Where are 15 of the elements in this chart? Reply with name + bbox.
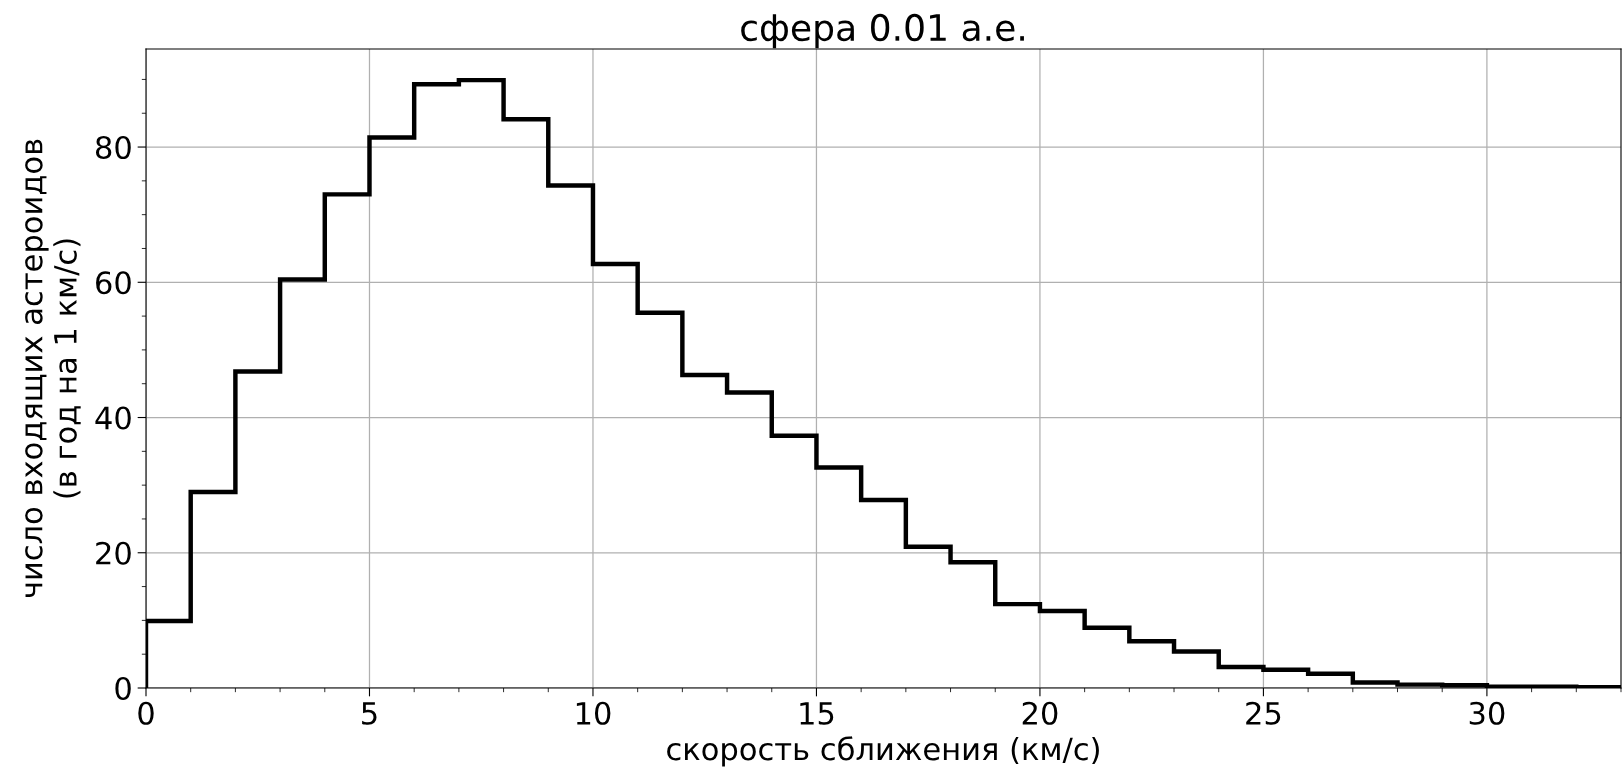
- y-tick-label: 80: [96, 135, 131, 160]
- x-tick-label: 0: [138, 701, 154, 725]
- y-tick-label: 0: [115, 676, 131, 701]
- x-tick-label: 5: [362, 702, 377, 725]
- y-axis-title: число входящих астероидов (в год на 1 км/с): [25, 139, 81, 597]
- y-tick-label: 20: [96, 541, 131, 565]
- y-tick-label: 60: [96, 271, 131, 295]
- x-axis-title: скорость сближения (км/с): [667, 736, 1099, 767]
- y-tick-label: 40: [95, 406, 131, 430]
- x-tick-label: 20: [1022, 701, 1058, 725]
- x-tick-label: 15: [800, 702, 834, 725]
- chart-title: сфера 0.01 а.е.: [741, 13, 1024, 49]
- x-tick-label: 30: [1469, 701, 1505, 725]
- x-tick-label: 25: [1246, 701, 1281, 725]
- x-tick-label: 10: [576, 701, 611, 725]
